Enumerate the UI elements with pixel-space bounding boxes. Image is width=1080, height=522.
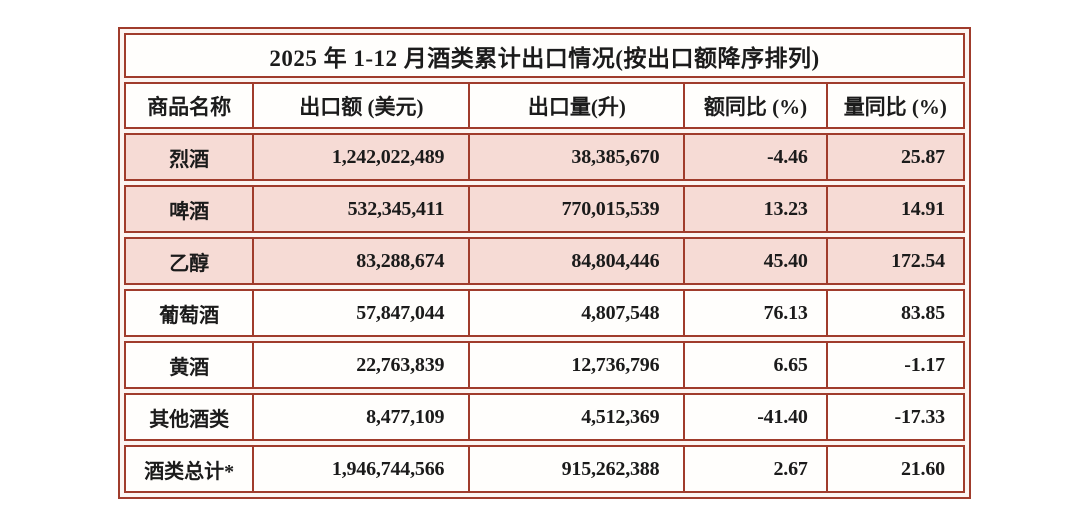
cell-export-value-usd: 1,242,022,489 xyxy=(252,135,469,179)
header-export-volume-liters: 出口量(升) xyxy=(468,84,684,127)
cell-volume-yoy-percent: 25.87 xyxy=(825,135,963,179)
cell-product-name: 黄酒 xyxy=(126,343,253,387)
cell-value-yoy-percent: 13.23 xyxy=(683,187,826,231)
cell-export-volume-liters: 4,807,548 xyxy=(468,291,684,335)
table-row: 黄酒 22,763,839 12,736,796 6.65 -1.17 xyxy=(124,341,965,389)
cell-volume-yoy-percent: -1.17 xyxy=(825,343,963,387)
header-volume-yoy-percent: 量同比 (%) xyxy=(825,84,963,127)
table-row: 烈酒 1,242,022,489 38,385,670 -4.46 25.87 xyxy=(124,133,965,181)
table-title: 2025 年 1-12 月酒类累计出口情况(按出口额降序排列) xyxy=(269,45,820,71)
cell-value-yoy-percent: 76.13 xyxy=(683,291,826,335)
table-row: 乙醇 83,288,674 84,804,446 45.40 172.54 xyxy=(124,237,965,285)
export-table: 2025 年 1-12 月酒类累计出口情况(按出口额降序排列) 商品名称 出口额… xyxy=(118,27,971,499)
cell-volume-yoy-percent: 21.60 xyxy=(825,447,963,491)
cell-export-volume-liters: 84,804,446 xyxy=(468,239,684,283)
cell-export-volume-liters: 38,385,670 xyxy=(468,135,684,179)
cell-export-value-usd: 22,763,839 xyxy=(252,343,469,387)
cell-volume-yoy-percent: 83.85 xyxy=(825,291,963,335)
table-row: 酒类总计* 1,946,744,566 915,262,388 2.67 21.60 xyxy=(124,445,965,493)
cell-volume-yoy-percent: -17.33 xyxy=(825,395,963,439)
cell-product-name: 烈酒 xyxy=(126,135,253,179)
cell-volume-yoy-percent: 14.91 xyxy=(825,187,963,231)
header-value-yoy-percent: 额同比 (%) xyxy=(683,84,826,127)
table-header-row: 商品名称 出口额 (美元) 出口量(升) 额同比 (%) 量同比 (%) xyxy=(124,82,965,129)
cell-value-yoy-percent: -41.40 xyxy=(683,395,826,439)
cell-product-name: 葡萄酒 xyxy=(126,291,253,335)
header-product-name: 商品名称 xyxy=(126,84,253,127)
cell-export-value-usd: 1,946,744,566 xyxy=(252,447,469,491)
cell-value-yoy-percent: 6.65 xyxy=(683,343,826,387)
table-title-row: 2025 年 1-12 月酒类累计出口情况(按出口额降序排列) xyxy=(124,33,965,78)
table-row: 其他酒类 8,477,109 4,512,369 -41.40 -17.33 xyxy=(124,393,965,441)
cell-volume-yoy-percent: 172.54 xyxy=(825,239,963,283)
cell-export-volume-liters: 770,015,539 xyxy=(468,187,684,231)
cell-export-volume-liters: 12,736,796 xyxy=(468,343,684,387)
cell-export-value-usd: 8,477,109 xyxy=(252,395,469,439)
table-row: 葡萄酒 57,847,044 4,807,548 76.13 83.85 xyxy=(124,289,965,337)
cell-product-name: 其他酒类 xyxy=(126,395,253,439)
cell-product-name: 酒类总计* xyxy=(126,447,253,491)
cell-value-yoy-percent: -4.46 xyxy=(683,135,826,179)
cell-product-name: 啤酒 xyxy=(126,187,253,231)
cell-export-volume-liters: 4,512,369 xyxy=(468,395,684,439)
cell-export-value-usd: 532,345,411 xyxy=(252,187,469,231)
cell-value-yoy-percent: 45.40 xyxy=(683,239,826,283)
cell-export-value-usd: 57,847,044 xyxy=(252,291,469,335)
cell-product-name: 乙醇 xyxy=(126,239,253,283)
header-export-value-usd: 出口额 (美元) xyxy=(252,84,469,127)
table-row: 啤酒 532,345,411 770,015,539 13.23 14.91 xyxy=(124,185,965,233)
cell-export-value-usd: 83,288,674 xyxy=(252,239,469,283)
cell-value-yoy-percent: 2.67 xyxy=(683,447,826,491)
cell-export-volume-liters: 915,262,388 xyxy=(468,447,684,491)
